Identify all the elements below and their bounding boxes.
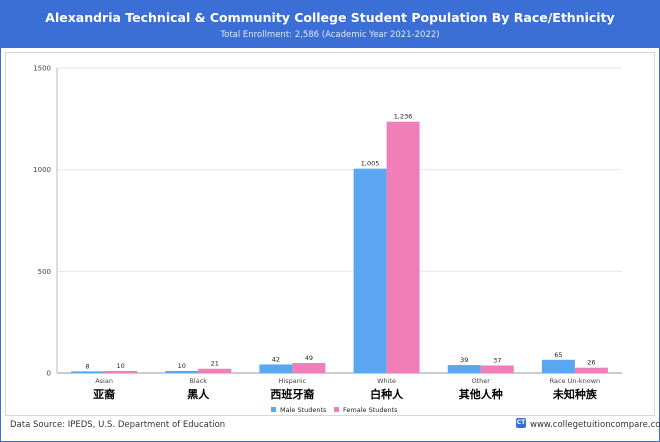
bar-value-label: 10 [178,362,186,370]
bar-male [447,365,481,373]
chart-subtitle: Total Enrollment: 2,586 (Academic Year 2… [220,30,440,40]
x-tick-label: Hispanic [279,377,307,385]
x-tick-label: Other [472,377,491,385]
bar-value-label: 1,005 [361,160,380,168]
chart-header: Alexandria Technical & Community College… [1,1,659,48]
y-tick-label: 0 [47,370,51,378]
x-tick-label: Race Un-known [550,377,601,385]
x-tick-label: Black [189,377,207,385]
bar-value-label: 42 [272,355,280,363]
y-tick-label: 500 [38,268,51,276]
bar-value-label: 10 [116,362,124,370]
plot-panel [5,52,655,416]
site-link[interactable]: www.collegetuitioncompare.com [530,420,660,430]
bar-female [198,368,232,373]
bar-value-label: 26 [587,359,595,367]
chart-title: Alexandria Technical & Community College… [45,10,615,25]
legend-label: Male Students [280,406,327,414]
bar-value-label: 37 [493,356,501,364]
y-tick-label: 1000 [33,166,51,174]
bar-male [165,370,199,373]
data-source: Data Source: IPEDS, U.S. Department of E… [10,420,226,430]
bar-value-label: 49 [305,354,313,362]
x-category-annotation: 白种人 [370,387,404,401]
bar-value-label: 21 [211,360,219,368]
x-category-annotation: 亚裔 [93,387,115,401]
bar-value-label: 39 [460,356,468,364]
bar-female [386,121,420,374]
legend-swatch-female [334,407,339,412]
bar-male [259,364,293,373]
x-tick-label: White [377,377,396,385]
legend-swatch-male [271,407,276,412]
legend-label: Female Students [343,406,398,414]
x-category-annotation: 黑人 [187,387,210,401]
bar-male [541,359,575,373]
bar-female [104,370,138,373]
site-logo-icon: CT [516,418,526,428]
x-tick-label: Asian [95,377,113,385]
bar-value-label: 65 [554,351,562,359]
bar-value-label: 8 [86,362,90,370]
x-category-annotation: 未知种族 [552,387,598,401]
x-category-annotation: 西班牙裔 [270,387,314,401]
bar-male [353,168,387,373]
bar-female [480,365,514,373]
bar-value-label: 1,236 [394,113,413,121]
bar-female [574,367,608,373]
x-category-annotation: 其他人种 [459,387,503,401]
bar-male [71,371,105,373]
y-tick-label: 1500 [33,65,51,73]
bar-female [292,363,326,373]
